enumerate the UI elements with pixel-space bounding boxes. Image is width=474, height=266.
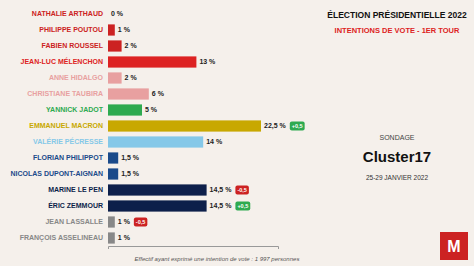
data-label: 13 % <box>199 58 216 65</box>
data-label: 2 % <box>125 42 138 49</box>
data-labels: 0 % 1 % 2 % 13 % 2 % 6 % 5 % 22,5 % 14 % 1,5 % 1,5… <box>111 10 287 241</box>
bars <box>108 24 261 243</box>
y-tick: MARINE LE PEN <box>48 186 103 193</box>
y-tick: CHRISTIANE TAUBIRA <box>27 90 103 97</box>
badge: -0,5 <box>235 186 248 195</box>
data-label: 1 % <box>118 218 131 225</box>
category-label: EMMANUEL MACRON <box>29 122 103 129</box>
title: ÉLECTION PRÉSIDENTIELLE 2022 <box>327 10 467 20</box>
data-label: 6 % <box>152 90 165 97</box>
subtitle: INTENTIONS DE VOTE - 1ER TOUR <box>335 26 460 35</box>
data-label: 1,5 % <box>121 170 140 178</box>
y-tick: NATHALIE ARTHAUD <box>32 10 103 17</box>
category-label: ANNE HIDALGO <box>49 74 104 81</box>
data-label: 1 % <box>118 234 131 241</box>
y-axis: NATHALIE ARTHAUD PHILIPPE POUTOU FABIEN RO… <box>10 10 103 242</box>
background <box>0 0 474 266</box>
badge: +0,5 <box>235 202 250 211</box>
badge-box <box>290 122 305 131</box>
badge: +0,5 <box>290 122 305 131</box>
category-label: CHRISTIANE TAUBIRA <box>27 90 103 97</box>
y-tick: ÉRIC ZEMMOUR <box>48 201 103 209</box>
bar <box>108 104 142 115</box>
data-label: 0 % <box>111 10 124 17</box>
badge: -0,5 <box>134 218 147 227</box>
category-label: NICOLAS DUPONT-AIGNAN <box>10 170 103 177</box>
data-label: 14 % <box>206 138 223 145</box>
category-label: JEAN LASSALLE <box>45 218 103 225</box>
badge-text: +0,5 <box>237 203 248 209</box>
category-label: FRANÇOIS ASSELINEAU <box>20 234 103 242</box>
bar <box>108 24 115 35</box>
bar <box>108 184 207 195</box>
data-label: 22,5 % <box>264 122 287 130</box>
bar <box>108 168 118 179</box>
bar <box>108 120 261 131</box>
bar <box>108 216 115 227</box>
bar <box>108 200 207 211</box>
data-label: 14,5 % <box>210 186 233 194</box>
bar <box>108 56 196 67</box>
y-tick: JEAN-LUC MÉLENCHON <box>21 57 103 65</box>
bar <box>108 232 115 243</box>
logo <box>440 232 468 260</box>
bar <box>108 72 122 83</box>
data-label: 14,5 % <box>210 202 233 210</box>
badge-box <box>235 186 248 195</box>
bar <box>108 8 109 19</box>
cluster-text: Cluster17 <box>363 148 431 165</box>
data-label: 1 % <box>118 26 131 33</box>
category-label: VALÉRIE PÉCRESSE <box>33 137 103 145</box>
chart: NATHALIE ARTHAUD PHILIPPE POUTOU FABIEN RO… <box>0 0 474 266</box>
x-axis <box>109 247 279 250</box>
category-label: JEAN-LUC MÉLENCHON <box>21 57 103 65</box>
badge-box <box>134 218 147 227</box>
y-tick: YANNICK JADOT <box>46 106 104 113</box>
bar <box>108 88 149 99</box>
category-label: NATHALIE ARTHAUD <box>32 10 103 17</box>
badge-box <box>235 202 250 211</box>
y-tick: JEAN LASSALLE <box>45 218 103 225</box>
data-label: 1,5 % <box>121 154 140 162</box>
y-tick: VALÉRIE PÉCRESSE <box>33 137 103 145</box>
sondage-text: SONDAGE <box>379 134 414 141</box>
x-axis-line <box>109 247 279 250</box>
y-tick: NICOLAS DUPONT-AIGNAN <box>10 170 103 177</box>
date-text: 25-29 JANVIER 2022 <box>366 174 429 181</box>
data-label: 2 % <box>125 74 138 81</box>
category-label: YANNICK JADOT <box>46 106 104 113</box>
y-tick: EMMANUEL MACRON <box>29 122 103 129</box>
category-label: ÉRIC ZEMMOUR <box>48 201 103 209</box>
bar <box>108 152 118 163</box>
bar <box>108 136 203 147</box>
category-label: FLORIAN PHILIPPOT <box>33 154 104 161</box>
badges: +0,5 -0,5 +0,5 -0,5 <box>134 122 305 227</box>
data-label: 5 % <box>145 106 158 113</box>
category-label: PHILIPPE POUTOU <box>39 26 103 33</box>
badge-text: +0,5 <box>292 123 303 129</box>
y-tick: ANNE HIDALGO <box>49 74 104 81</box>
badge-text: -0,5 <box>136 219 145 225</box>
bar <box>108 40 122 51</box>
y-tick: FLORIAN PHILIPPOT <box>33 154 104 161</box>
y-tick: PHILIPPE POUTOU <box>39 26 103 33</box>
category-label: FABIEN ROUSSEL <box>42 42 104 49</box>
y-tick: FRANÇOIS ASSELINEAU <box>20 234 103 242</box>
y-tick: FABIEN ROUSSEL <box>42 42 104 49</box>
footer: Effectif ayant exprimé une intention de … <box>135 256 300 262</box>
badge-text: -0,5 <box>237 187 246 193</box>
logo-text: M <box>447 238 460 255</box>
category-label: MARINE LE PEN <box>48 186 103 193</box>
